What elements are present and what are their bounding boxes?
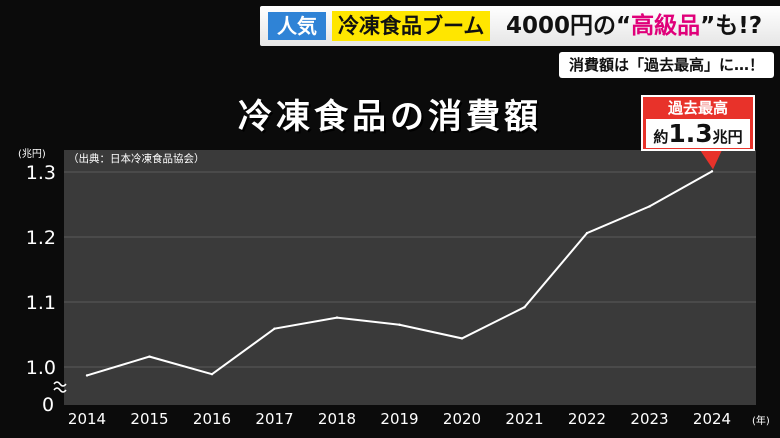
y-tick-label: 1.0: [26, 357, 56, 379]
news-banner: 人気 冷凍食品ブーム 4000円の“高級品”も!?: [260, 6, 780, 46]
record-unit: 兆円: [712, 128, 743, 146]
x-tick-label: 2023: [630, 410, 668, 428]
record-high-badge: 過去最高 約1.3兆円: [641, 95, 755, 151]
x-tick-label: 2020: [443, 410, 481, 428]
headline-after: ”も!?: [700, 13, 763, 39]
x-tick-label: 2015: [130, 410, 168, 428]
badge-pointer: [700, 150, 722, 170]
x-axis-ticks: 2014 2015 2016 2017 2018 2019 2020 2021 2022 2023…: [68, 410, 731, 428]
source-note: （出典：日本冷凍食品協会）: [68, 152, 205, 165]
y-zero-label: 0: [42, 394, 54, 416]
data-points: [85, 170, 714, 377]
plot-area: [64, 150, 756, 405]
data-point: [85, 374, 89, 377]
data-point: [335, 316, 339, 319]
x-unit-label: (年): [752, 414, 770, 427]
data-point: [648, 205, 651, 208]
category-badge: 人気: [268, 12, 326, 40]
axis-break-icon: [53, 381, 67, 393]
x-tick-label: 2021: [505, 410, 543, 428]
headline-highlight: 高級品: [631, 13, 701, 39]
x-tick-label: 2014: [68, 410, 106, 428]
y-tick-label: 1.3: [26, 162, 56, 184]
record-prefix: 約: [653, 128, 669, 146]
record-title: 過去最高: [667, 99, 728, 117]
x-tick-label: 2024: [693, 410, 731, 428]
headline-main: 4000円の“高級品”も!?: [506, 9, 762, 43]
x-tick-label: 2019: [380, 410, 418, 428]
sub-headline: 消費額は「過去最高」に…！: [558, 52, 774, 78]
chart-title: 冷凍食品の消費額: [238, 97, 542, 137]
record-number: 1.3: [668, 119, 713, 148]
data-point: [523, 306, 526, 309]
x-tick-label: 2017: [255, 410, 293, 428]
data-point: [210, 372, 214, 376]
data-point: [148, 355, 151, 358]
data-point: [710, 170, 714, 173]
y-tick-label: 1.2: [26, 227, 56, 249]
data-point: [273, 327, 276, 330]
x-tick-label: 2022: [568, 410, 606, 428]
headline-topic: 冷凍食品ブーム: [332, 11, 491, 41]
y-unit-label: (兆円): [18, 148, 46, 160]
y-tick-label: 1.1: [26, 292, 56, 314]
gridlines: [64, 171, 756, 368]
x-tick-label: 2018: [318, 410, 356, 428]
data-point: [398, 323, 401, 326]
y-axis-ticks: 1.3 1.2 1.1 1.0: [26, 162, 56, 379]
headline-before: 4000円の“: [506, 13, 632, 39]
data-point: [460, 337, 464, 340]
x-tick-label: 2016: [193, 410, 231, 428]
data-point: [585, 231, 589, 235]
record-value: 約1.3兆円: [646, 119, 750, 148]
